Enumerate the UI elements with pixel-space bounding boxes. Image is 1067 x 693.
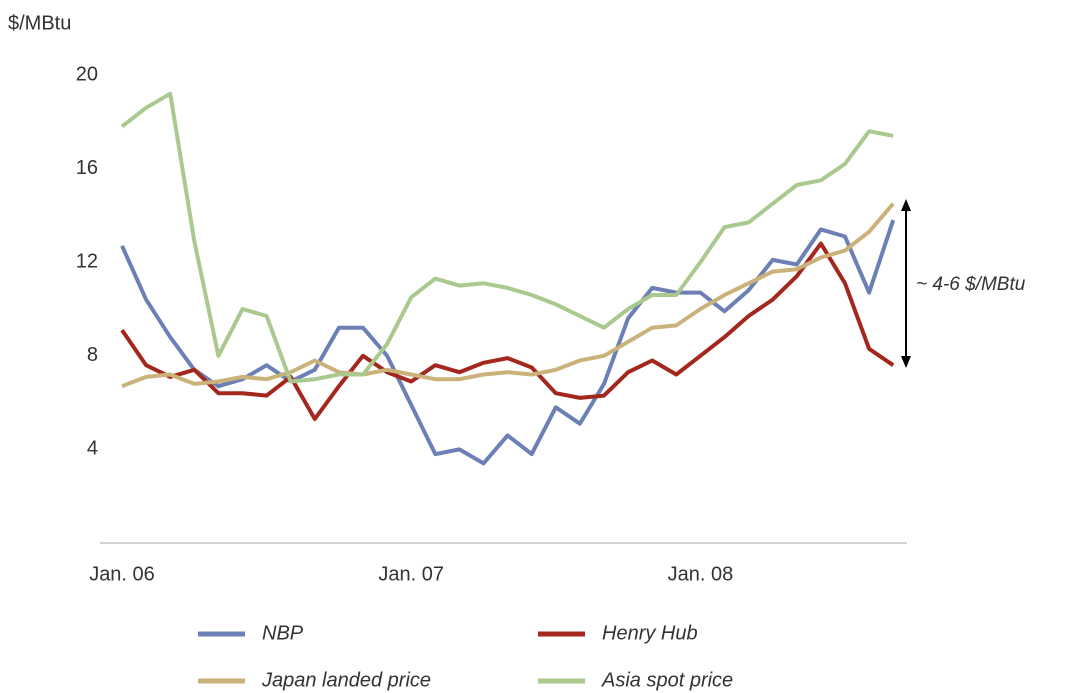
y-tick-label: 12 xyxy=(76,250,98,272)
y-axis-label: $/MBtu xyxy=(8,12,71,34)
y-tick-label: 8 xyxy=(87,344,98,366)
series-line xyxy=(120,241,895,421)
legend-label: Henry Hub xyxy=(602,622,698,644)
legend-label: Japan landed price xyxy=(261,669,431,691)
x-tick-label: Jan. 06 xyxy=(89,563,155,585)
series-line xyxy=(121,202,895,389)
y-tick-label: 4 xyxy=(87,438,98,460)
x-tick-label: Jan. 08 xyxy=(668,563,734,585)
y-tick-label: 20 xyxy=(76,63,98,85)
legend-label: NBP xyxy=(262,622,304,644)
series-line xyxy=(120,219,896,466)
legend-label: Asia spot price xyxy=(601,669,733,691)
x-tick-label: Jan. 07 xyxy=(378,563,444,585)
range-arrow xyxy=(901,199,911,368)
y-tick-label: 16 xyxy=(76,157,98,179)
series-line xyxy=(120,91,894,384)
annotation: ~ 4-6 $/MBtu xyxy=(916,274,1026,295)
